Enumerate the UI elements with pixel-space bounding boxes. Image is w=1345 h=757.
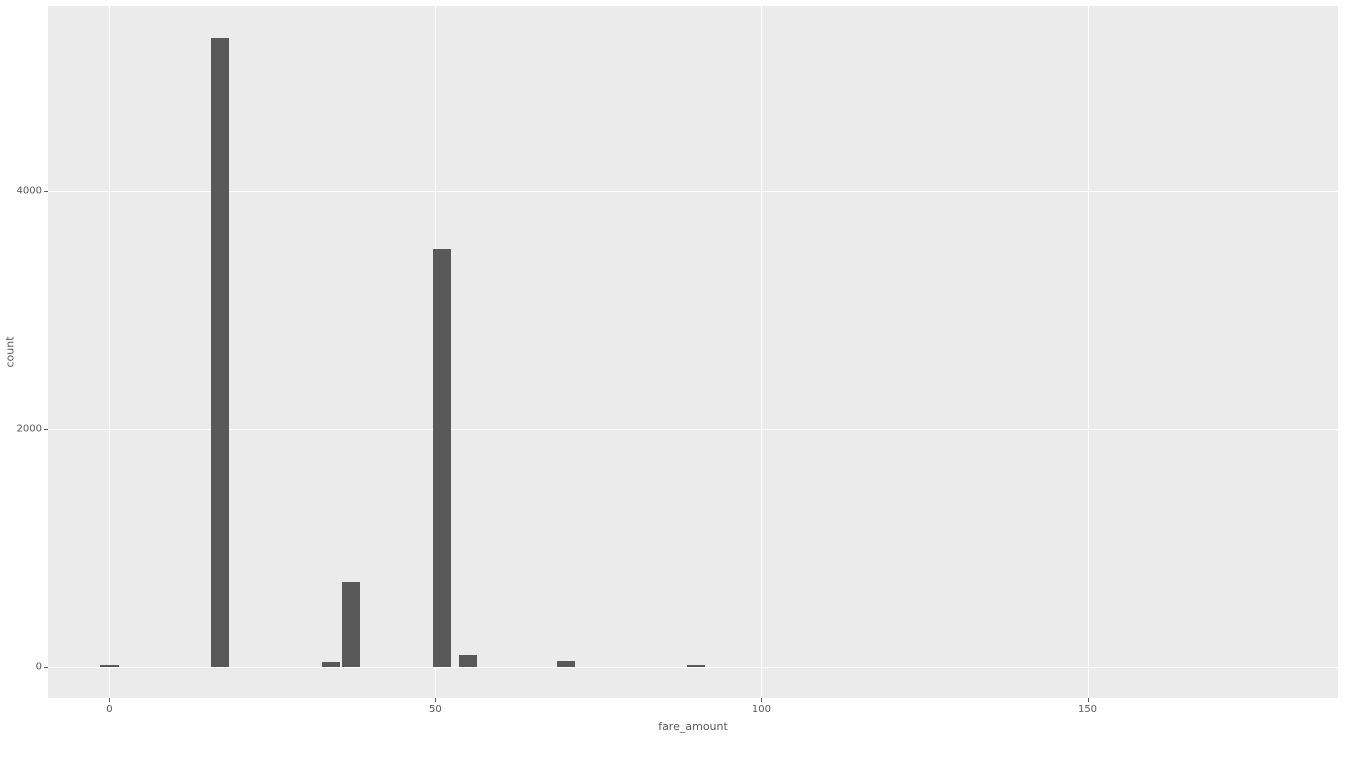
- x-tick-mark: [761, 698, 762, 702]
- gridline-horizontal: [48, 429, 1338, 430]
- gridline-horizontal: [48, 667, 1338, 668]
- histogram-bar: [100, 665, 118, 666]
- histogram-bar: [211, 38, 229, 667]
- y-tick-label: 2000: [17, 423, 42, 434]
- x-tick-label: 50: [429, 704, 442, 715]
- x-tick-label: 100: [752, 704, 771, 715]
- x-tick-label: 150: [1078, 704, 1097, 715]
- y-axis-label: count: [4, 336, 17, 367]
- y-tick-label: 4000: [17, 185, 42, 196]
- histogram-bar: [342, 582, 360, 666]
- histogram-bar: [557, 661, 575, 666]
- y-tick-mark: [44, 191, 48, 192]
- histogram-bar: [433, 249, 451, 667]
- histogram-bar: [459, 655, 477, 666]
- x-tick-mark: [435, 698, 436, 702]
- gridline-vertical: [109, 6, 110, 698]
- plot-area: [48, 6, 1338, 698]
- x-tick-mark: [1088, 698, 1089, 702]
- gridline-vertical: [1088, 6, 1089, 698]
- x-tick-mark: [109, 698, 110, 702]
- y-tick-label: 0: [36, 661, 42, 672]
- gridline-horizontal: [48, 191, 1338, 192]
- histogram-bar: [687, 665, 705, 666]
- histogram-chart: fare_amount count 0 50 100 150 0 2000 4000: [0, 0, 1345, 757]
- x-axis-label: fare_amount: [658, 720, 728, 733]
- x-tick-label: 0: [106, 704, 112, 715]
- y-tick-mark: [44, 667, 48, 668]
- gridline-vertical: [761, 6, 762, 698]
- histogram-bar: [322, 662, 340, 667]
- y-tick-mark: [44, 429, 48, 430]
